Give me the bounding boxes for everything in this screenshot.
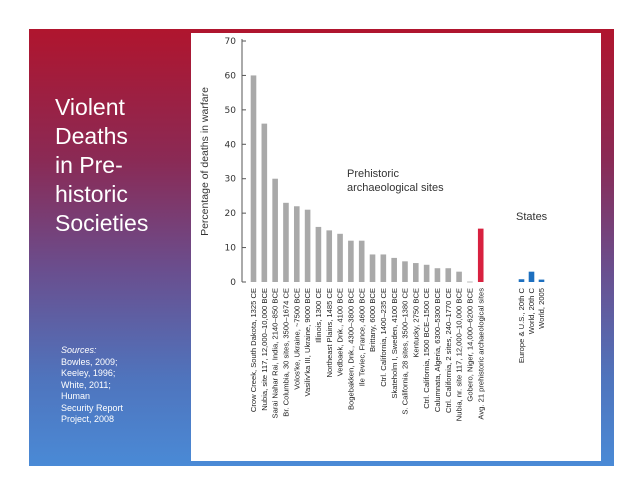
y-tick-label: 60 (225, 71, 237, 81)
x-category-label: Vasiliv'ka III, Ukraine, 9000 BCE (303, 288, 312, 397)
x-category-label: Ctrl. California, 1500 BCE–1500 CE (422, 288, 431, 409)
bar (326, 230, 333, 282)
y-tick-label: 40 (225, 140, 237, 150)
title-line: historic (55, 181, 128, 207)
bar (391, 257, 397, 282)
title-line: Deaths (55, 123, 128, 149)
bar (477, 228, 484, 282)
bar (337, 233, 343, 282)
x-category-label: Ile Teviec, France, 4600 BCE (357, 288, 366, 386)
bar (272, 178, 278, 282)
x-category-label: Avg. 21 prehistoric archaeological sites (476, 288, 485, 420)
bar (369, 254, 376, 282)
x-category-label: Crow Creek, South Dakota, 1325 CE (249, 288, 258, 412)
x-category-label: Br. Columbia, 30 sites, 3500–1674 CE (282, 288, 291, 417)
annotation-prehistoric: archaeological sites (347, 182, 444, 194)
x-category-label: Vedbaek, Dnk., 4100 BCE (336, 288, 345, 376)
bar (445, 268, 452, 282)
x-category-label: Bogebakken, Dnk., 4300–3800 BCE (346, 288, 355, 410)
bar (423, 264, 430, 282)
title-line: Societies (55, 210, 149, 236)
x-category-label: Kentucky, 2750 BCE (411, 288, 420, 358)
source-line: White, 2011; (61, 379, 111, 390)
x-category-label: Gobero, Niger, 14,000–6200 BCE (466, 288, 475, 402)
bar (358, 240, 365, 282)
x-category-label: Ctrl. California, 1400–235 CE (379, 288, 388, 387)
x-category-label: Sarai Nahar Rai, India, 2140–850 BCE (271, 288, 280, 418)
title-line: Violent (55, 94, 125, 120)
bar (413, 263, 419, 282)
bar-chart: 0 10 20 30 40 50 60 70 Percentage of deaths in w… (199, 37, 548, 421)
annotation-prehistoric: Prehistoric (347, 168, 399, 180)
source-line: Human (61, 391, 91, 401)
title-line: in Pre- (55, 152, 123, 178)
y-tick-label: 0 (230, 278, 236, 288)
x-category-label: Volos'ke, Ukraine, ~7500 BCE (292, 288, 301, 390)
bar (261, 123, 268, 282)
bar (304, 209, 311, 282)
source-line: Bowles, 2009; (61, 356, 118, 367)
x-category-label: Calumnata, Algeria, 6300–5300 BCE (433, 288, 442, 412)
x-category-label: Ctrl. California, 2 sites, 240–1770 CE (444, 288, 453, 413)
y-tick-label: 70 (225, 37, 237, 47)
bar (528, 271, 535, 282)
bar (250, 75, 257, 282)
bar (456, 271, 462, 282)
y-tick-label: 10 (225, 244, 237, 254)
x-category-label: Europe & U.S., 20th C (517, 287, 526, 363)
sources-note: Sources: Bowles, 2009; Keeley, 1996; White… (61, 345, 191, 426)
y-tick-label: 20 (225, 209, 237, 219)
source-line: Project, 2008 (61, 414, 115, 424)
sources-heading: Sources: (61, 345, 97, 355)
x-category-label: World, 20th C (527, 287, 536, 334)
bar (348, 240, 354, 282)
bar (283, 202, 289, 282)
y-tick-label: 50 (225, 106, 237, 116)
bar (402, 261, 408, 282)
chart-panel: 0 10 20 30 40 50 60 70 Percentage of deaths in w… (191, 33, 601, 461)
bar (538, 279, 545, 282)
bar (434, 268, 441, 282)
bar (293, 206, 300, 282)
x-category-label: S. California, 28 sites, 3500–1380 CE (401, 288, 410, 415)
slide-title: Violent Deaths in Pre-historic Societies (55, 93, 205, 238)
x-category-label: Nubia, nr. site 117, 12,000–10,000 BCE (455, 288, 464, 421)
y-tick-label: 30 (225, 175, 237, 185)
x-category-label: Skateholm I, Sweden, 4100 BCE (390, 288, 399, 399)
x-category-label: Brittany, 6000 BCE (368, 288, 377, 352)
source-line: Keeley, 1996; (61, 368, 116, 378)
x-category-label: Illinois, 1300 CE (314, 288, 323, 343)
x-category-label: Northeast Plains, 1485 CE (325, 288, 334, 378)
bar (315, 226, 322, 282)
y-axis-title: Percentage of deaths in warfare (199, 87, 211, 236)
bar (518, 279, 525, 282)
x-category-label: Nubia, site 117, 12,000–10,000 BCE (260, 288, 269, 411)
bar (380, 254, 387, 282)
annotation-states: States (516, 211, 548, 223)
source-line: Security Report (61, 402, 124, 413)
x-category-label: World, 2005 (537, 288, 546, 329)
